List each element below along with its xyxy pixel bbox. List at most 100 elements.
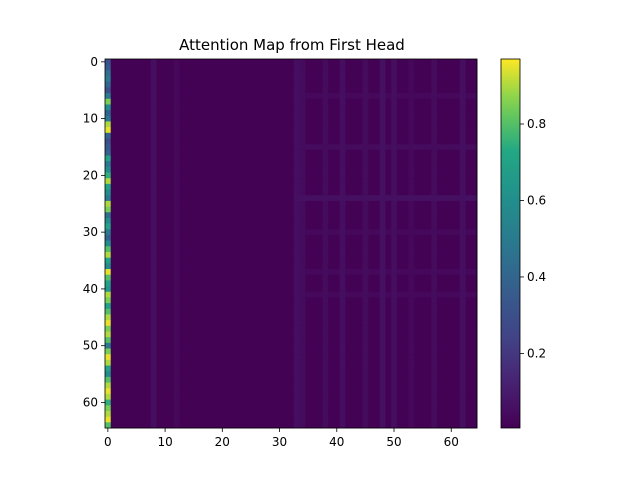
heatmap-cell bbox=[270, 342, 278, 349]
heatmap-cell bbox=[213, 149, 220, 156]
heatmap-cell bbox=[459, 337, 466, 344]
heatmap-cell bbox=[431, 240, 438, 247]
heatmap-cell bbox=[133, 161, 140, 168]
heatmap-cell bbox=[471, 87, 478, 94]
heatmap-cell bbox=[305, 127, 312, 134]
heatmap-cell bbox=[208, 371, 215, 378]
heatmap-cell bbox=[219, 132, 226, 139]
heatmap-cell bbox=[116, 178, 123, 185]
heatmap-cell bbox=[288, 286, 295, 293]
heatmap-cell bbox=[185, 274, 192, 281]
heatmap-cell bbox=[127, 308, 135, 315]
heatmap-cell bbox=[396, 359, 403, 366]
heatmap-cell bbox=[185, 70, 192, 77]
heatmap-cell bbox=[465, 144, 472, 151]
heatmap-cell bbox=[167, 252, 175, 259]
heatmap-cell bbox=[431, 81, 438, 88]
heatmap-cell bbox=[139, 308, 146, 315]
heatmap-cell bbox=[402, 399, 409, 406]
heatmap-cell bbox=[351, 178, 358, 185]
heatmap-cell bbox=[459, 348, 466, 355]
heatmap-cell bbox=[391, 121, 398, 128]
heatmap-cell bbox=[236, 104, 243, 111]
heatmap-cell bbox=[133, 297, 140, 304]
heatmap-cell bbox=[362, 229, 369, 236]
heatmap-cell bbox=[282, 263, 289, 270]
heatmap-cell bbox=[333, 234, 341, 242]
heatmap-cell bbox=[156, 64, 163, 71]
heatmap-cell bbox=[276, 348, 283, 355]
heatmap-cell bbox=[127, 127, 135, 134]
heatmap-cell bbox=[373, 76, 381, 83]
heatmap-cell bbox=[362, 291, 369, 298]
heatmap-cell bbox=[436, 393, 444, 401]
heatmap-cell bbox=[379, 104, 386, 111]
heatmap-cell bbox=[105, 149, 112, 156]
heatmap-cell bbox=[265, 359, 272, 366]
heatmap-cell bbox=[356, 331, 363, 338]
heatmap-cell bbox=[145, 365, 152, 372]
heatmap-cell bbox=[322, 376, 329, 383]
heatmap-cell bbox=[385, 172, 392, 179]
heatmap-cell bbox=[351, 314, 358, 321]
heatmap-cell bbox=[156, 376, 163, 383]
heatmap-cell bbox=[368, 138, 375, 145]
heatmap-cell bbox=[236, 410, 243, 418]
heatmap-cell bbox=[293, 155, 300, 162]
heatmap-cell bbox=[202, 246, 209, 253]
heatmap-cell bbox=[156, 280, 163, 287]
heatmap-cell bbox=[253, 291, 260, 298]
heatmap-cell bbox=[150, 104, 157, 111]
heatmap-cell bbox=[425, 212, 432, 219]
heatmap-cell bbox=[391, 183, 398, 190]
heatmap-cell bbox=[208, 303, 215, 310]
heatmap-cell bbox=[265, 234, 272, 242]
heatmap-cell bbox=[339, 240, 346, 247]
heatmap-cell bbox=[259, 144, 266, 151]
heatmap-cell bbox=[185, 195, 192, 202]
heatmap-cell bbox=[127, 115, 135, 122]
heatmap-cell bbox=[270, 331, 278, 338]
heatmap-cell bbox=[333, 104, 341, 111]
heatmap-cell bbox=[351, 115, 358, 122]
heatmap-cell bbox=[448, 263, 455, 270]
heatmap-cell bbox=[265, 132, 272, 139]
heatmap-cell bbox=[276, 291, 283, 298]
heatmap-cell bbox=[173, 416, 180, 423]
heatmap-cell bbox=[110, 257, 117, 264]
heatmap-cell bbox=[162, 257, 169, 264]
heatmap-cell bbox=[419, 115, 426, 122]
heatmap-cell bbox=[208, 155, 215, 162]
heatmap-cell bbox=[391, 195, 398, 202]
heatmap-cell bbox=[156, 359, 163, 366]
heatmap-cell bbox=[190, 308, 197, 315]
heatmap-cell bbox=[442, 189, 449, 196]
heatmap-cell bbox=[213, 342, 220, 349]
heatmap-cell bbox=[208, 115, 215, 122]
heatmap-cell bbox=[282, 178, 289, 185]
heatmap-cell bbox=[293, 365, 300, 372]
heatmap-cell bbox=[236, 308, 243, 315]
heatmap-cell bbox=[316, 138, 323, 145]
heatmap-cell bbox=[185, 172, 192, 179]
heatmap-cell bbox=[311, 144, 318, 151]
heatmap-cell bbox=[356, 405, 363, 412]
heatmap-cell bbox=[276, 70, 283, 77]
heatmap-cell bbox=[454, 371, 461, 378]
heatmap-cell bbox=[442, 115, 449, 122]
heatmap-cell bbox=[236, 132, 243, 139]
heatmap-cell bbox=[436, 240, 444, 247]
heatmap-cell bbox=[179, 314, 186, 321]
heatmap-cell bbox=[270, 416, 278, 423]
heatmap-cell bbox=[242, 59, 249, 66]
heatmap-cell bbox=[253, 195, 260, 202]
heatmap-cell bbox=[288, 64, 295, 71]
heatmap-cell bbox=[293, 115, 300, 122]
heatmap-cell bbox=[236, 76, 243, 83]
heatmap-cell bbox=[236, 81, 243, 88]
heatmap-cell bbox=[173, 64, 180, 71]
heatmap-cell bbox=[288, 297, 295, 304]
heatmap-cell bbox=[311, 206, 318, 213]
heatmap-cell bbox=[213, 195, 220, 202]
heatmap-cell bbox=[379, 348, 386, 355]
